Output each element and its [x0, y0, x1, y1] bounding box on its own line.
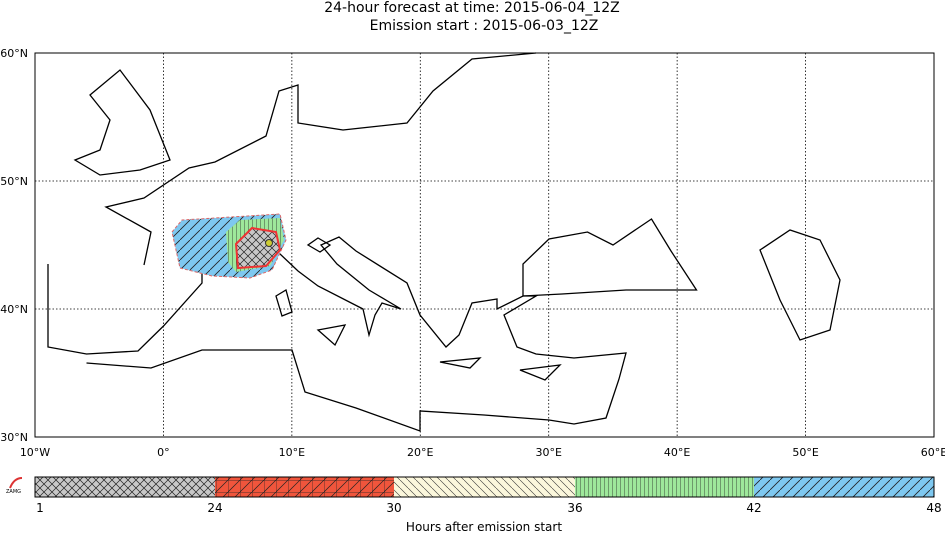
lon-label: 0° [157, 446, 170, 459]
colorbar-tick-label: 24 [207, 501, 222, 515]
logo: ZAMG [6, 477, 23, 495]
colorbar-tick-label: 30 [386, 501, 401, 515]
colorbar-label: Hours after emission start [406, 520, 562, 534]
coastline [86, 236, 627, 432]
lon-label: 40°E [664, 446, 690, 459]
lon-label: 10°E [279, 446, 305, 459]
lon-labels: 10°W 0° 10°E 20°E 30°E 40°E 50°E 60°E [20, 446, 945, 459]
lon-label: 10°W [20, 446, 50, 459]
lat-label: 50°N [0, 175, 28, 188]
title: 24-hour forecast at time: 2015-06-04_12Z [324, 0, 620, 16]
lon-label: 60°E [921, 446, 945, 459]
coastline [759, 229, 841, 341]
source-marker [265, 239, 273, 247]
coastline [73, 69, 171, 176]
lat-label: 30°N [0, 431, 28, 444]
colorbar-tick-label: 36 [567, 501, 582, 515]
lon-label: 20°E [407, 446, 433, 459]
colorbar: 1 24 30 36 42 48 Hours after emission start [34, 476, 942, 534]
plume-center [234, 226, 282, 270]
lat-labels: 60°N 50°N 40°N 30°N [0, 47, 28, 444]
lon-label: 30°E [535, 446, 561, 459]
coastline [522, 218, 698, 297]
colorbar-tick-label: 48 [926, 501, 941, 515]
subtitle: Emission start : 2015-06-03_12Z [370, 18, 599, 34]
lat-label: 60°N [0, 47, 28, 60]
lon-label: 50°E [792, 446, 818, 459]
map: 60°N 50°N 40°N 30°N 10°W 0° 10°E 20°E 30°E 40°E 5… [0, 47, 945, 459]
colorbar-tick-label: 42 [746, 501, 761, 515]
lat-label: 40°N [0, 303, 28, 316]
coastline [275, 237, 562, 381]
colorbar-tick-label: 1 [36, 501, 44, 515]
coastline [47, 52, 537, 355]
logo-text: ZAMG [6, 489, 21, 495]
